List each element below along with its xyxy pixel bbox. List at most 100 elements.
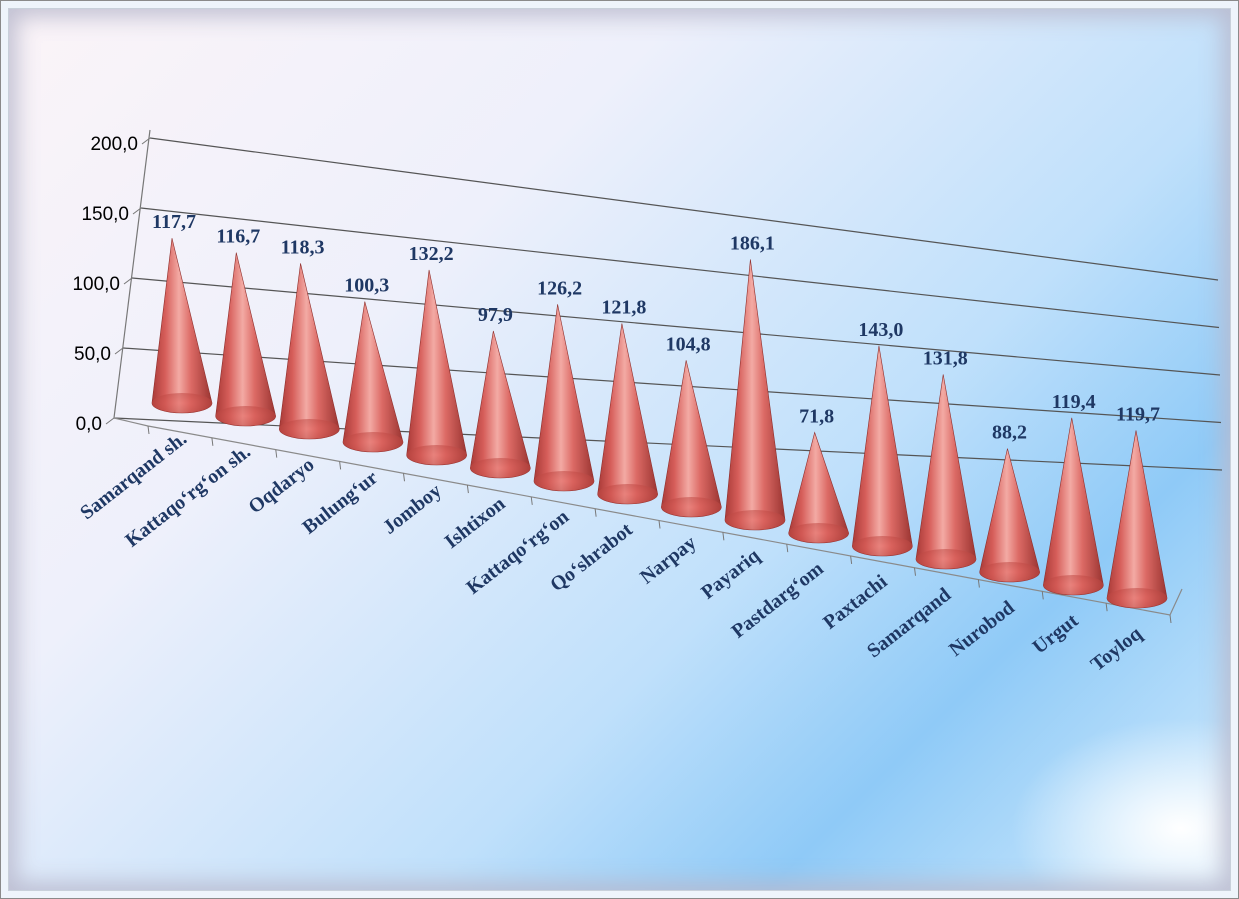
data-label: 143,0 [858,319,903,341]
cone-bar [533,304,595,492]
cone-base [470,458,531,478]
category-label: Narpay [636,532,700,589]
x-tick [977,579,980,588]
x-tick [403,473,405,482]
x-tick [1105,603,1108,612]
x-tick [594,508,597,517]
category-label: Jomboy [379,480,446,539]
y-tick-label: 200,0 [90,134,138,155]
cone-bar [724,259,786,531]
cone-bar [279,263,340,440]
x-tick [914,567,916,576]
x-tick [850,555,853,564]
cone-base [343,432,403,452]
data-label: 117,7 [152,211,196,233]
data-label: 100,3 [344,275,389,297]
cone-bar [661,360,722,518]
cone-body [597,323,658,505]
y-tick [105,417,115,425]
data-label: 97,9 [478,304,513,326]
cone-bar [470,330,531,479]
cone-body [915,374,977,570]
data-label: 119,7 [1116,403,1160,425]
x-tick [1169,614,1172,624]
cone-body [979,448,1040,583]
y-axis-line [113,129,151,419]
cone-base [661,497,722,517]
cone-body [470,330,531,479]
data-label: 126,2 [537,277,582,299]
cone-bar [406,269,467,466]
cone-bar [1106,430,1168,609]
x-tick [147,425,150,435]
y-tick-label: 0,0 [76,414,102,435]
cone-body [724,259,786,531]
cone-bar [979,448,1040,583]
cone-base [916,549,976,569]
data-label: 118,3 [281,236,325,258]
cone-body [852,345,913,557]
category-label: Toyloq [1087,623,1146,676]
cone-bar [597,323,658,505]
x-tick [211,437,214,446]
cone-body [1106,430,1168,609]
x-tick [275,449,278,458]
cone-base [152,393,212,413]
cone-bar [788,431,849,544]
category-label: Bulung‘ur [298,467,382,539]
x-tick [658,520,661,529]
cone-base [597,484,658,504]
cone-base [1043,575,1104,595]
y-tick-label: 150,0 [81,204,129,225]
category-label: Urgut [1029,609,1083,658]
cone-body [279,263,340,440]
cone-base [979,562,1040,582]
cone-bar [852,345,913,557]
data-label: 121,8 [601,296,646,318]
cone-base [725,510,785,530]
data-label: 116,7 [216,226,260,248]
cone-body [533,304,595,492]
x-tick [466,485,469,494]
cone-base [279,419,340,439]
cone-bar [342,301,404,453]
cone-body [1043,417,1104,596]
y-tick [114,347,124,355]
category-label: Payariq [697,545,764,604]
data-label: 88,2 [992,422,1027,444]
x-tick [339,461,342,470]
data-label: 119,4 [1052,391,1096,413]
category-label: Ishtixon [441,493,510,553]
cone-bar [1043,417,1104,596]
gridline [140,207,1220,329]
data-label: 131,8 [923,347,968,369]
x-tick [786,544,789,553]
cone-bar [215,252,276,427]
gridline [131,277,1221,376]
y-tick-label: 50,0 [74,344,111,365]
category-label: Paxtachi [819,570,892,633]
x-tick [1041,591,1044,600]
gridline [149,137,1219,281]
cone-bar [151,238,213,414]
cone-base [215,406,276,426]
data-label: 104,8 [666,333,711,355]
y-tick-label: 100,0 [72,274,120,295]
category-label: Nurobod [945,597,1019,661]
data-label: 71,8 [799,405,834,427]
category-label: Oqdaryo [244,454,318,519]
data-label: 186,1 [730,232,775,254]
data-label: 132,2 [409,243,454,265]
x-tick [722,532,725,541]
cone-base [788,523,849,543]
cone-body [661,360,722,518]
cone-base [852,536,913,556]
cone-base [406,445,467,465]
x-tick [530,496,533,505]
cone-body [342,301,404,453]
cone-bar [915,374,977,570]
cone-base [1107,588,1167,608]
cones [151,238,1168,609]
